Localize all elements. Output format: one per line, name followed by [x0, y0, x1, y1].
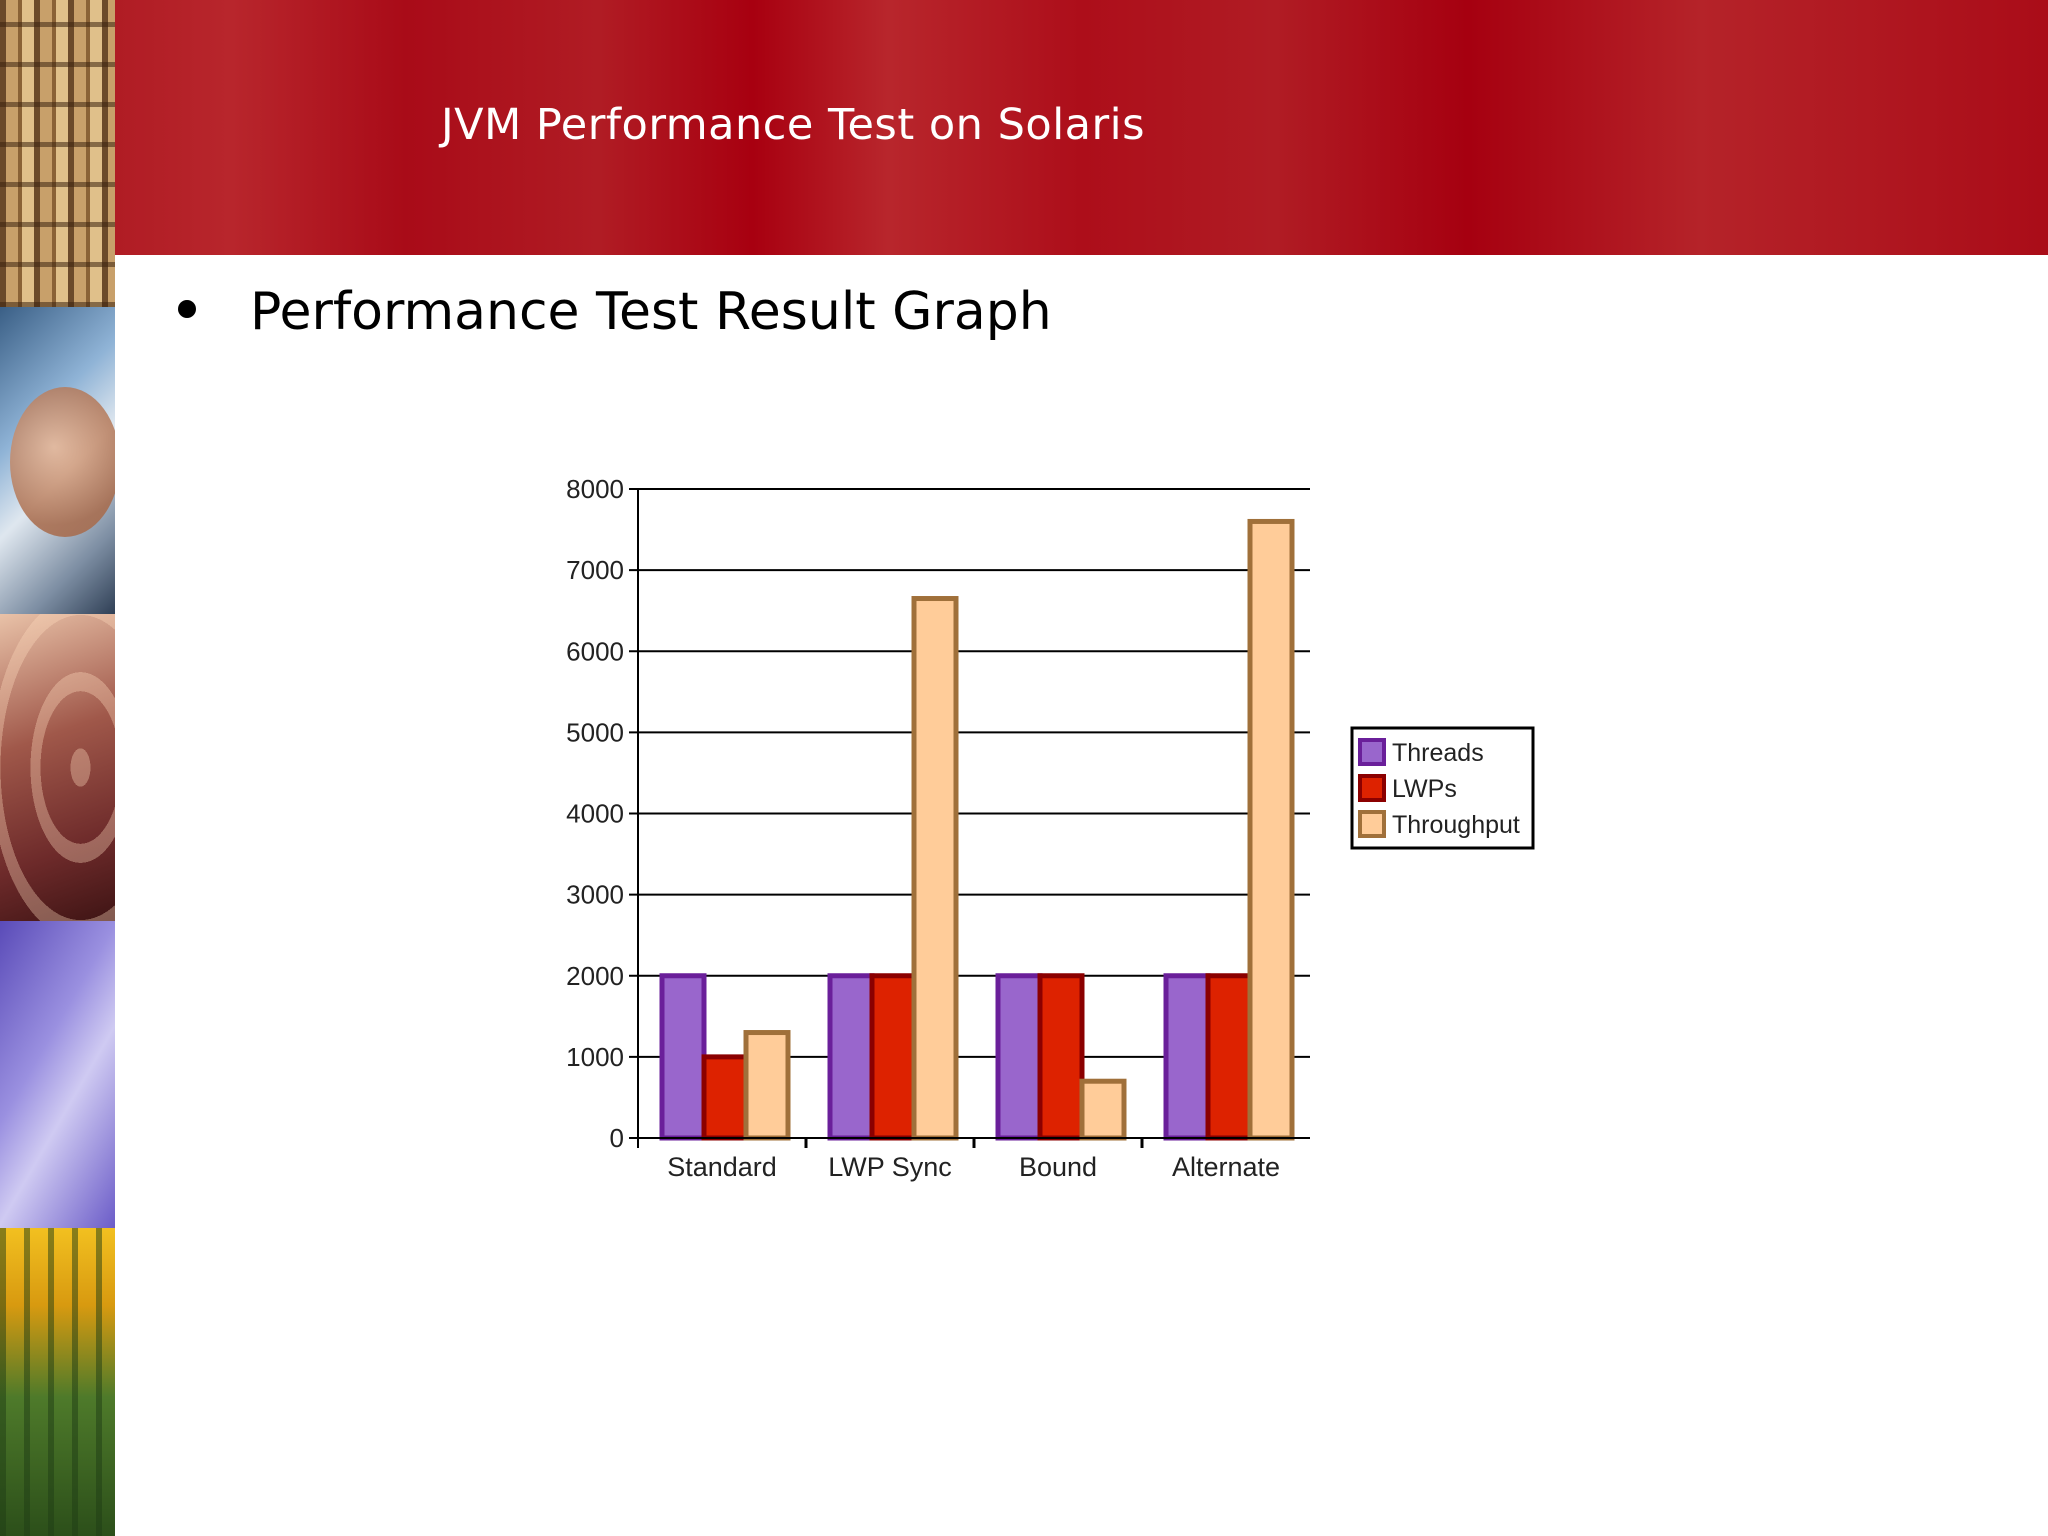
- decorative-photo-strip: [0, 0, 115, 1536]
- y-tick-label: 3000: [566, 880, 624, 910]
- test-tubes-image: [0, 1228, 115, 1536]
- y-tick-label: 7000: [566, 555, 624, 585]
- keypad-image: [0, 614, 115, 921]
- y-tick-label: 1000: [566, 1042, 624, 1072]
- y-tick-label: 6000: [566, 636, 624, 666]
- bar-throughput: [1247, 518, 1295, 1141]
- bar-threads: [1163, 973, 1211, 1141]
- warehouse-shelves-image: [0, 0, 115, 307]
- hand-device-image: [0, 307, 115, 614]
- bar-throughput: [911, 596, 959, 1141]
- bar-throughput: [743, 1030, 791, 1141]
- bullet-text: Performance Test Result Graph: [250, 282, 1052, 342]
- bar-threads: [659, 973, 707, 1141]
- bar-lwps: [1037, 973, 1085, 1141]
- bar-lwps: [1205, 973, 1253, 1141]
- bar-threads: [995, 973, 1043, 1141]
- bar-throughput: [1079, 1078, 1127, 1141]
- legend-label: LWPs: [1392, 775, 1457, 803]
- bullet-icon: [178, 300, 196, 318]
- blue-machinery-image: [0, 921, 115, 1228]
- x-tick-label: LWP Sync: [828, 1152, 952, 1182]
- y-tick-label: 8000: [566, 474, 624, 504]
- y-tick-label: 5000: [566, 717, 624, 747]
- y-tick-label: 4000: [566, 799, 624, 829]
- legend-swatch-throughput: [1358, 810, 1386, 838]
- x-tick-label: Bound: [1019, 1152, 1097, 1182]
- y-tick-label: 0: [610, 1123, 624, 1153]
- legend-label: Threads: [1392, 739, 1484, 767]
- legend-label: Throughput: [1392, 811, 1520, 839]
- x-tick-label: Standard: [667, 1152, 777, 1182]
- slide-title: JVM Performance Test on Solaris: [441, 100, 1146, 150]
- x-tick-label: Alternate: [1172, 1152, 1280, 1182]
- y-tick-label: 2000: [566, 961, 624, 991]
- legend-swatch-lwps: [1358, 774, 1386, 802]
- bar-threads: [827, 973, 875, 1141]
- bar-chart: 0 1000 2000 3000 4000 5000 6000 7000 8000 Standar…: [566, 474, 1535, 1182]
- legend-swatch-threads: [1358, 738, 1386, 766]
- bar-lwps: [701, 1054, 749, 1141]
- header-banner: JVM Performance Test on Solaris: [115, 0, 2048, 255]
- bar-lwps: [869, 973, 917, 1141]
